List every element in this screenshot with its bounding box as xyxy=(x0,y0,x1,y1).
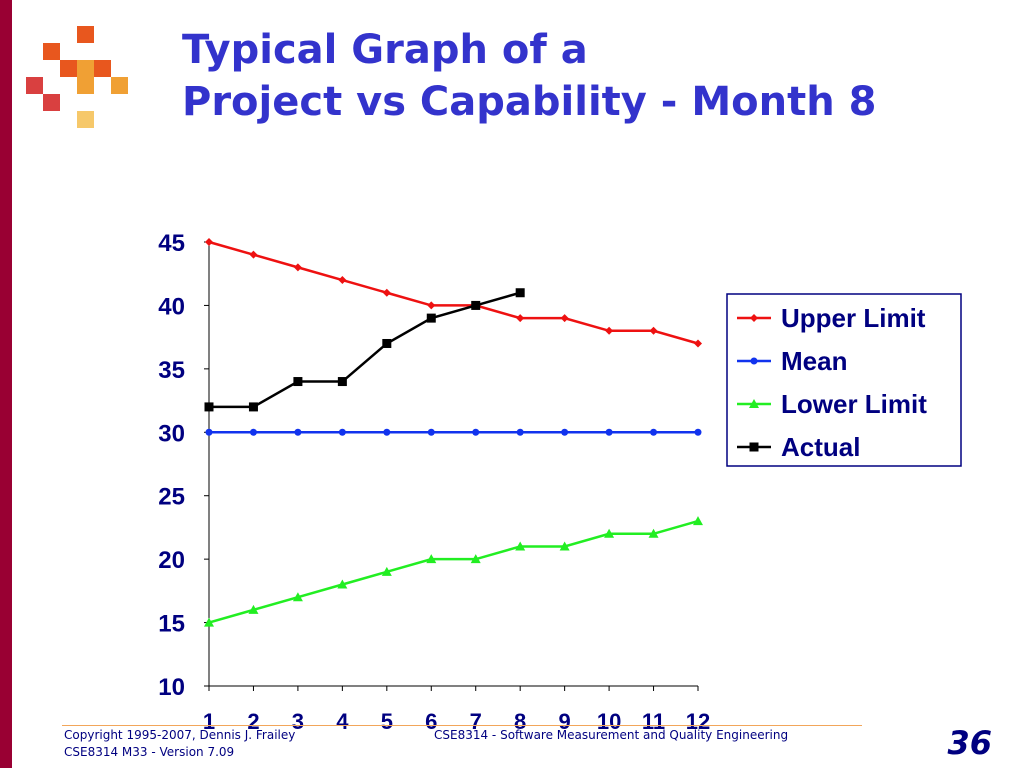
x-tick-label: 9 xyxy=(559,709,571,734)
footer-course-subject: CSE8314 - Software Measurement and Quali… xyxy=(434,728,789,742)
page-number: 36 xyxy=(947,724,992,762)
data-point-actual xyxy=(337,377,347,387)
data-point-mean xyxy=(694,428,702,436)
data-point-mean xyxy=(427,428,435,436)
data-point-mean xyxy=(249,428,257,436)
data-point-lower-limit xyxy=(648,528,659,538)
series-line-lower-limit xyxy=(208,519,699,624)
data-point-actual xyxy=(248,402,258,412)
data-point-lower-limit xyxy=(426,554,437,564)
data-point-mean xyxy=(294,428,302,436)
footer-divider xyxy=(62,725,862,726)
data-point-lower-limit xyxy=(559,541,570,551)
x-tick-label: 7 xyxy=(470,709,482,734)
data-point-lower-limit xyxy=(515,541,526,551)
legend-label-lower-limit: Lower Limit xyxy=(781,389,927,419)
data-point-actual xyxy=(204,402,214,412)
x-tick-label: 3 xyxy=(292,709,304,734)
data-point-upper-limit xyxy=(249,250,258,259)
legend-marker-lower-limit xyxy=(749,399,759,408)
legend-marker-upper-limit xyxy=(750,314,758,322)
legend-marker-mean xyxy=(750,357,758,365)
x-tick-label: 1 xyxy=(203,709,215,734)
data-point-upper-limit xyxy=(338,276,347,285)
y-tick-label: 10 xyxy=(158,674,185,701)
legend-label-mean: Mean xyxy=(781,346,847,376)
data-point-actual xyxy=(515,288,525,298)
x-tick-label: 12 xyxy=(686,709,710,734)
series-line-actual xyxy=(209,291,521,409)
data-point-mean xyxy=(383,428,391,436)
legend-box xyxy=(726,293,962,467)
data-point-upper-limit xyxy=(382,288,391,297)
x-tick-label: 5 xyxy=(381,709,393,734)
data-point-actual xyxy=(293,377,303,387)
data-point-lower-limit xyxy=(292,592,303,602)
data-point-mean xyxy=(338,428,346,436)
legend-label-upper-limit: Upper Limit xyxy=(781,303,926,333)
data-point-mean xyxy=(561,428,569,436)
data-point-lower-limit xyxy=(604,528,615,538)
data-point-mean xyxy=(516,428,524,436)
y-tick-label: 20 xyxy=(158,547,185,574)
data-point-mean xyxy=(650,428,658,436)
data-point-lower-limit xyxy=(337,579,348,589)
x-tick-label: 2 xyxy=(247,709,259,734)
y-tick-label: 40 xyxy=(158,293,185,320)
x-tick-label: 10 xyxy=(597,709,621,734)
data-point-upper-limit xyxy=(560,314,569,323)
data-point-lower-limit xyxy=(204,617,214,627)
x-tick-label: 4 xyxy=(336,709,349,734)
data-point-mean xyxy=(605,428,613,436)
data-point-mean xyxy=(472,428,480,436)
data-point-lower-limit xyxy=(248,604,259,614)
data-point-upper-limit xyxy=(694,339,702,348)
data-point-upper-limit xyxy=(205,238,213,246)
data-point-actual xyxy=(382,338,392,348)
legend-label-actual: Actual xyxy=(781,432,860,462)
data-point-actual xyxy=(471,300,481,310)
data-point-actual xyxy=(426,313,436,323)
slide-title: Typical Graph of a Project vs Capability… xyxy=(182,24,876,128)
data-point-upper-limit xyxy=(649,326,658,335)
data-point-upper-limit xyxy=(293,263,302,272)
y-tick-label: 35 xyxy=(158,357,185,384)
footer-course-version: CSE8314 M33 - Version 7.09 xyxy=(64,745,235,759)
logo-squares-icon xyxy=(24,24,134,134)
data-point-lower-limit xyxy=(381,566,392,576)
series-line-upper-limit xyxy=(208,240,699,345)
y-tick-label: 30 xyxy=(158,420,185,447)
footer-copyright: Copyright 1995-2007, Dennis J. Frailey xyxy=(64,728,296,742)
data-point-mean xyxy=(205,428,213,436)
title-line-1: Typical Graph of a xyxy=(182,27,588,73)
data-point-upper-limit xyxy=(605,326,614,335)
data-point-upper-limit xyxy=(516,314,525,323)
y-tick-label: 15 xyxy=(158,611,185,638)
y-tick-label: 25 xyxy=(158,484,185,511)
x-tick-label: 11 xyxy=(642,709,665,734)
data-point-upper-limit xyxy=(427,301,436,310)
x-tick-label: 6 xyxy=(425,709,437,734)
y-tick-label: 45 xyxy=(158,230,185,257)
data-point-lower-limit xyxy=(470,554,481,564)
legend-marker-actual xyxy=(749,442,759,452)
data-point-lower-limit xyxy=(693,516,703,526)
x-tick-label: 8 xyxy=(514,709,526,734)
title-line-2: Project vs Capability - Month 8 xyxy=(182,79,877,125)
left-accent-bar xyxy=(0,0,12,768)
